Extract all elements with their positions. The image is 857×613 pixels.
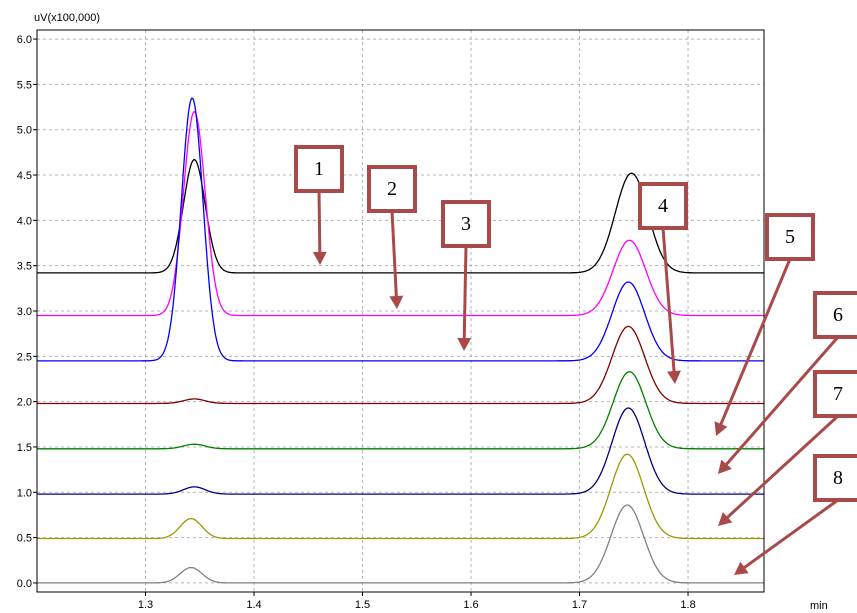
callout-label: 8 [833,467,843,489]
callout-box [813,370,857,418]
callout-box [367,165,417,213]
y-tick-label: 3.5 [17,261,32,273]
callout-arrow-head [734,561,749,575]
series-8-line [37,504,764,584]
axis-ticks: 0.0 0.5 1.0 1.5 2.0 2.5 3.0 3.5 4.0 4.5 5.0 5.5 6.0 1… [17,34,696,611]
series-6-line [37,407,764,495]
callout-box [294,145,344,193]
y-tick-label: 5.0 [17,125,32,137]
y-tick-label: 1.5 [17,442,32,454]
callout-label: 1 [314,158,324,180]
callout-arrow-head [714,421,728,436]
callout-label: 3 [461,213,471,235]
series-5-line [37,371,764,450]
x-axis-label: min [810,600,828,612]
callout-arrow-head [457,337,472,351]
callout-label: 6 [833,304,843,326]
callout-arrow-shaft [661,227,676,377]
x-tick-label: 1.5 [355,599,370,611]
callouts-group: 1 2 3 4 5 6 7 8 [294,145,857,575]
y-tick-label: 0.5 [17,533,32,545]
series-2-line [37,111,764,317]
callout-arrow-head [718,459,732,474]
y-tick-label: 4.0 [17,215,32,227]
y-tick-label: 2.5 [17,351,32,363]
y-tick-label: 5.5 [17,79,32,91]
y-tick-label: 4.5 [17,170,32,182]
callout-box [813,291,857,339]
callout-arrow-head [389,295,404,309]
callout-label: 5 [785,226,795,248]
x-tick-label: 1.7 [572,599,587,611]
x-tick-label: 1.3 [138,599,153,611]
callout-4: 4 [638,182,688,384]
series-4-line [37,325,764,405]
y-tick-label: 3.0 [17,306,32,318]
callout-3: 3 [441,200,491,351]
callout-6: 6 [718,291,857,474]
callout-label: 4 [658,195,668,217]
x-tick-label: 1.6 [463,599,478,611]
callout-8: 8 [734,454,857,575]
callout-arrow-shaft [739,498,839,572]
callout-7: 7 [718,370,857,526]
x-tick-label: 1.8 [680,599,695,611]
callout-arrow-shaft [317,190,322,258]
callout-arrow-shaft [722,336,840,470]
y-axis-label: uV(x100,000) [34,12,100,24]
callout-arrow-shaft [462,245,468,344]
callout-5: 5 [714,213,815,436]
callout-arrow-shaft [390,210,399,302]
y-tick-label: 6.0 [17,34,32,46]
callout-box [441,200,491,248]
callout-box [638,182,688,230]
y-tick-label: 1.0 [17,487,32,499]
callout-arrow-shaft [722,414,840,522]
y-tick-label: 0.0 [17,578,32,590]
callout-1: 1 [294,145,344,265]
callout-box [765,213,815,261]
y-tick-label: 2.0 [17,397,32,409]
callout-arrow-head [667,370,681,384]
callout-2: 2 [367,165,417,309]
x-tick-label: 1.4 [246,599,261,611]
callout-box [813,454,857,502]
series-3-line [37,97,764,362]
callout-arrow-shaft [717,258,792,430]
series-7-line [37,453,764,540]
callout-arrow-head [718,512,733,526]
callout-label: 2 [387,178,397,200]
callout-arrow-head [312,251,327,265]
callout-label: 7 [833,383,843,405]
